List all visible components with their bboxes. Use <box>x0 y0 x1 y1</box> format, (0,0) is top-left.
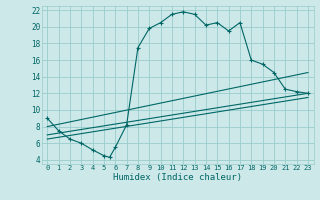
X-axis label: Humidex (Indice chaleur): Humidex (Indice chaleur) <box>113 173 242 182</box>
